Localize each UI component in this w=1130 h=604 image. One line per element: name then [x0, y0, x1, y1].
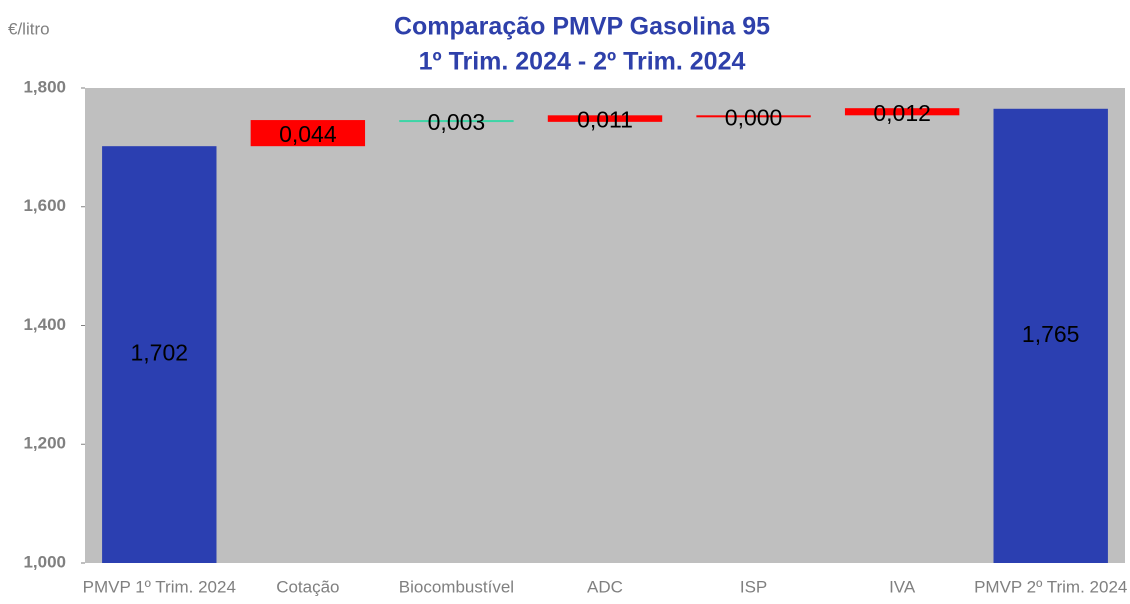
x-tick-label: Biocombustível [399, 577, 514, 596]
value-label: 0,003 [428, 109, 486, 135]
chart-subtitle: 1º Trim. 2024 - 2º Trim. 2024 [419, 48, 746, 76]
y-tick-label: 1,400 [23, 315, 66, 334]
x-tick-label: PMVP 2º Trim. 2024 [974, 577, 1127, 596]
y-axis-label: €/litro [8, 19, 50, 38]
plot-area [85, 88, 1125, 563]
bar [399, 120, 514, 123]
bar [993, 108, 1108, 563]
x-tick-label: ISP [740, 577, 767, 596]
value-label: 0,000 [725, 104, 783, 130]
y-tick-label: 1,000 [23, 552, 66, 571]
value-label: 0,012 [873, 100, 931, 126]
x-tick-label: PMVP 1º Trim. 2024 [83, 577, 236, 596]
bar [844, 108, 960, 116]
y-tick-label: 1,800 [23, 77, 66, 96]
x-tick-label: ADC [587, 577, 623, 596]
value-label: 1,765 [1022, 321, 1080, 347]
value-label: 1,702 [131, 340, 189, 366]
bar [102, 146, 217, 563]
value-label: 0,044 [279, 121, 337, 147]
bar [250, 120, 366, 147]
x-tick-label: IVA [889, 577, 916, 596]
y-tick-label: 1,200 [23, 434, 66, 453]
bar [547, 115, 663, 122]
y-tick-label: 1,600 [23, 196, 66, 215]
bar [696, 115, 811, 118]
x-tick-label: Cotação [276, 577, 339, 596]
chart-title: Comparação PMVP Gasolina 95 [394, 13, 770, 41]
value-label: 0,011 [577, 107, 633, 133]
